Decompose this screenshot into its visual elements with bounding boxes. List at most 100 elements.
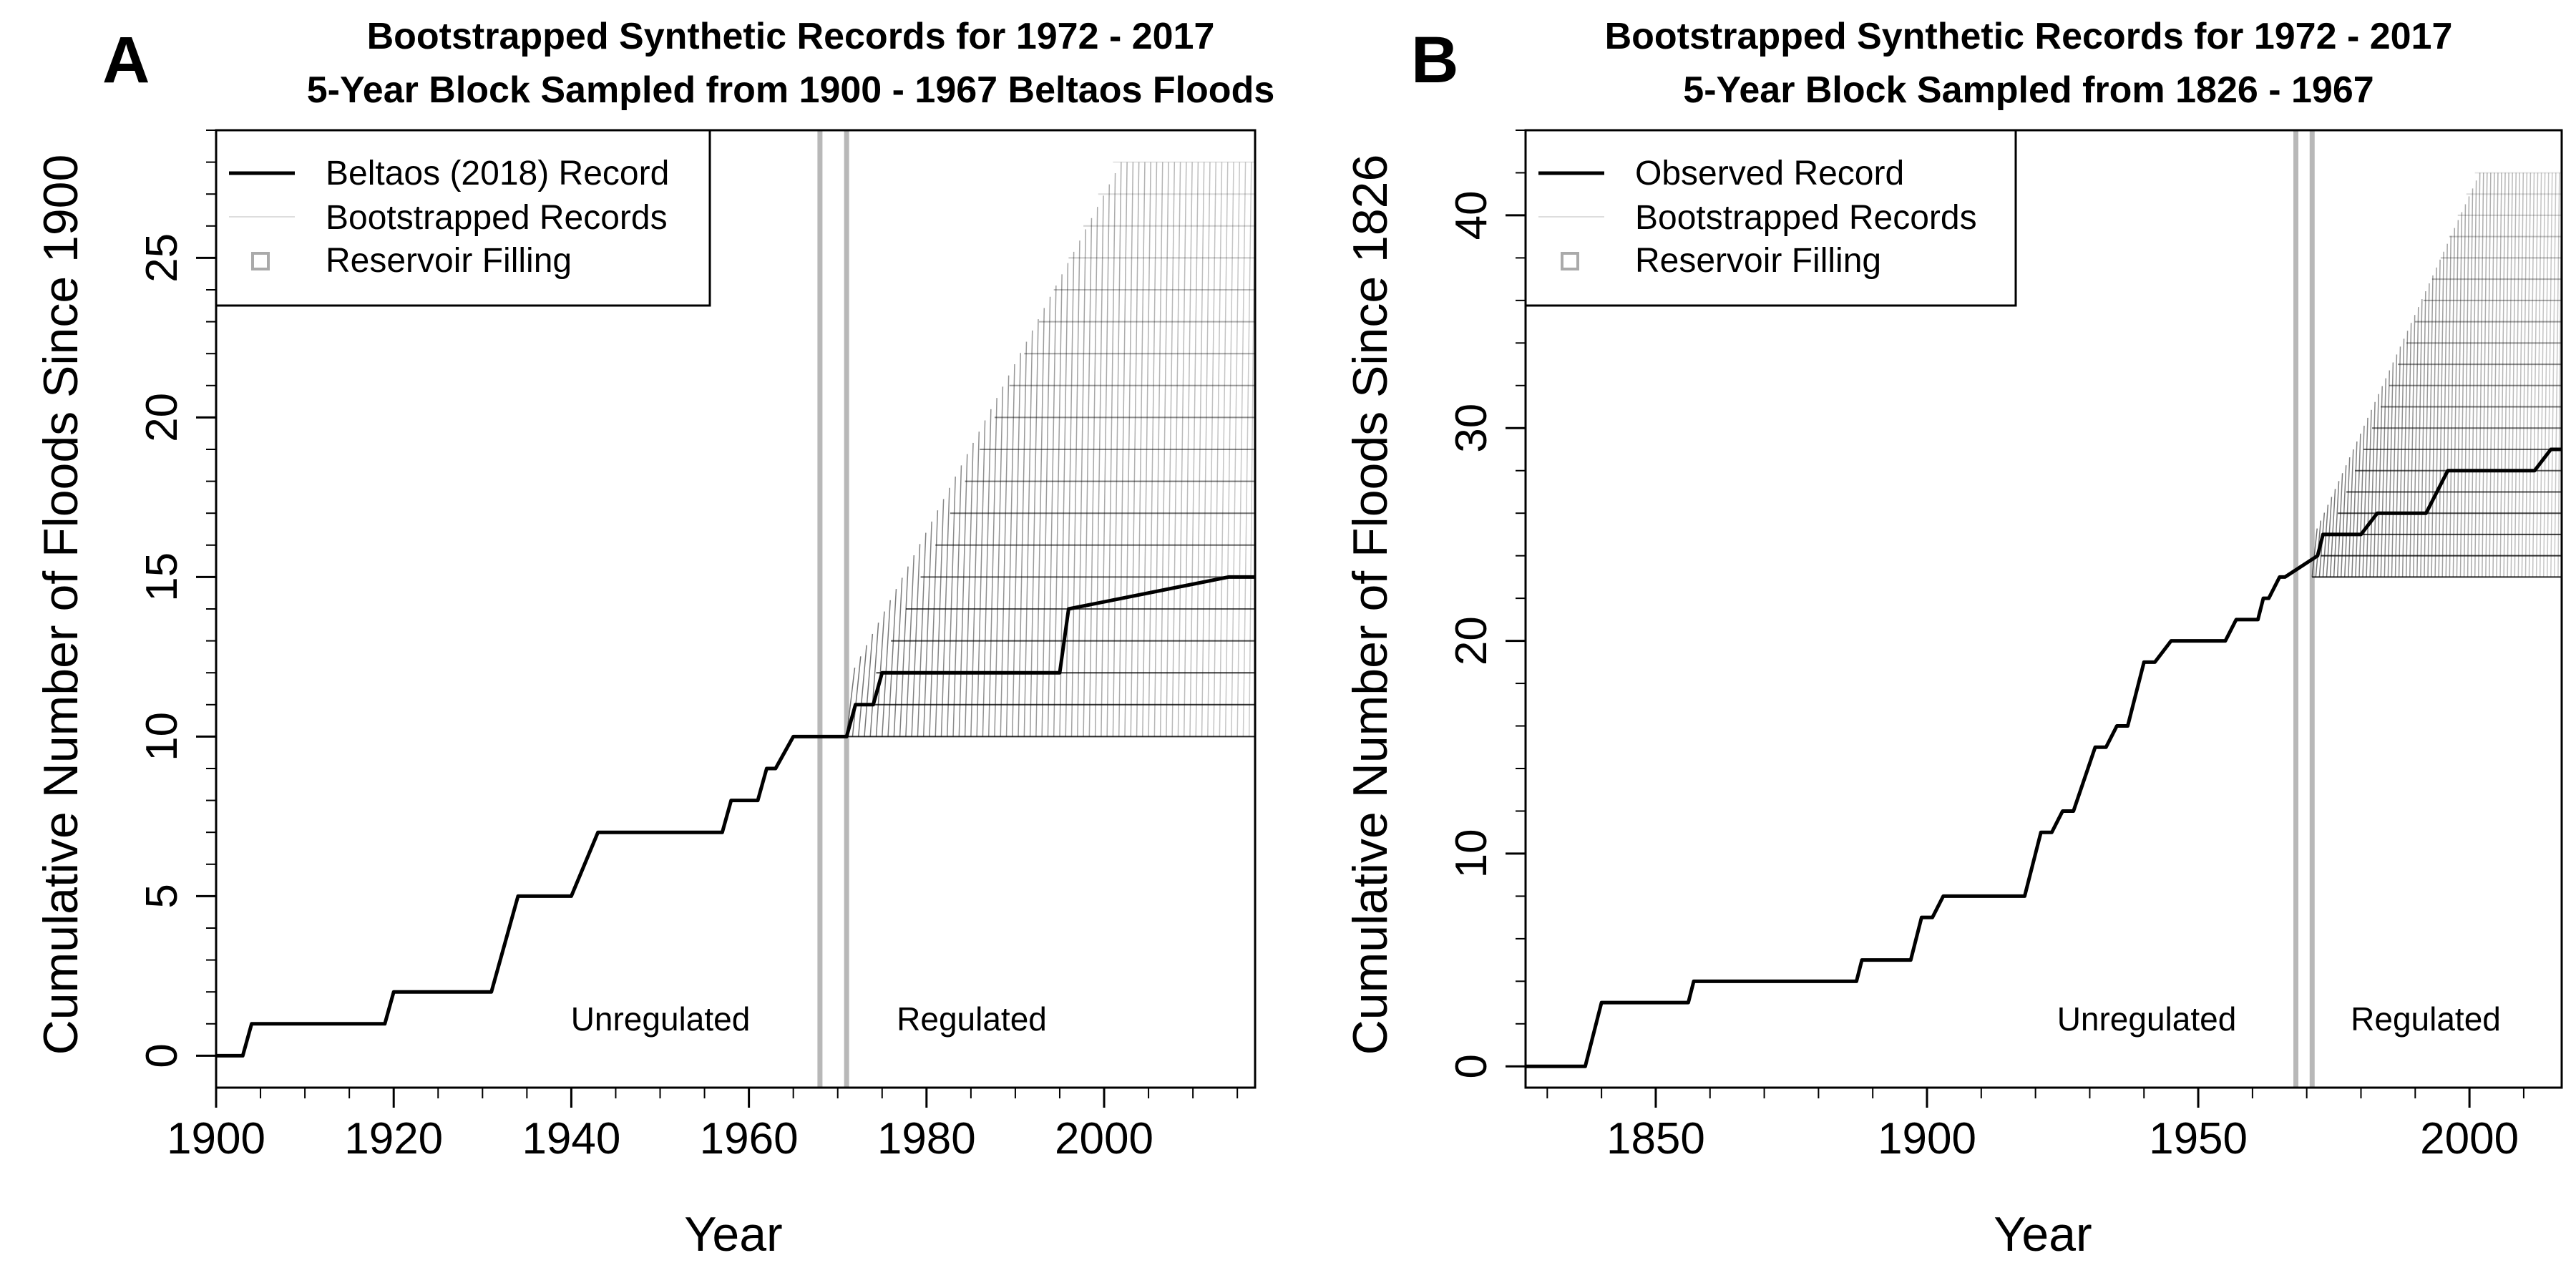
bootstrap-record-step (2391, 354, 2398, 577)
bootstrap-record-step (2394, 346, 2401, 577)
bootstrap-record-step (2474, 172, 2481, 577)
bootstrap-record-step (1242, 162, 1252, 737)
bootstrap-record-step (2311, 528, 2318, 577)
bootstrap-record-step (1130, 162, 1140, 737)
y-tick-label: 0 (137, 1043, 187, 1068)
y-axis: 0 10 20 30 40 (1447, 130, 1527, 1079)
bootstrap-record-step (852, 656, 862, 737)
bootstrap-record-step (2459, 204, 2467, 577)
panel-a: A Bootstrapped Synthetic Records for 197… (34, 16, 1274, 1262)
bootstrap-record-step (2503, 172, 2509, 577)
legend-bootstrap-label: Bootstrapped Records (326, 199, 668, 237)
bootstrap-record-step (2514, 172, 2521, 577)
legend-bootstrap-label: Bootstrapped Records (1635, 199, 1977, 237)
chart-title-line1: Bootstrapped Synthetic Records for 1972 … (367, 16, 1215, 57)
bootstrap-record-step (2333, 481, 2340, 577)
bootstrap-record-step (2355, 433, 2361, 577)
bootstrap-record-step (1070, 240, 1080, 737)
x-tick-label: 1950 (2149, 1114, 2248, 1163)
y-tick-label: 10 (1447, 829, 1496, 878)
bootstrap-record-step (864, 633, 874, 737)
x-tick-label: 1980 (877, 1114, 976, 1163)
bootstrap-record-step (2510, 172, 2517, 577)
bootstrap-record-step (2449, 228, 2456, 577)
bootstrap-record-step (1224, 162, 1234, 737)
bootstrap-record-step (2535, 172, 2542, 577)
bootstrap-record-step (2550, 172, 2557, 577)
plot-area: 1850 1900 1950 2000 0 10 20 30 40 (1447, 130, 2562, 1163)
bootstrap-record-step (2521, 172, 2528, 577)
x-tick-label: 1960 (700, 1114, 799, 1163)
bootstrap-record-step (2369, 401, 2376, 577)
x-tick-label: 1940 (522, 1114, 620, 1163)
bootstrap-record-step (2424, 283, 2430, 577)
y-tick-label: 25 (137, 233, 187, 283)
bootstrap-record-step (2398, 338, 2405, 577)
x-tick-label: 2000 (2420, 1114, 2519, 1163)
bootstrap-record-step (2326, 497, 2333, 577)
y-tick-label: 15 (137, 552, 187, 602)
bootstrap-record-step (929, 510, 939, 737)
bootstrap-record-step (2351, 441, 2358, 577)
chart-title-line2: 5-Year Block Sampled from 1900 - 1967 Be… (307, 69, 1275, 111)
plot-area: 1900 1920 1940 1960 1980 2000 0 5 10 15 20 25 (137, 130, 1256, 1163)
region-label-unregulated: Unregulated (2057, 1000, 2237, 1038)
bootstrap-records (846, 162, 1256, 737)
bootstrap-record-step (869, 623, 879, 737)
bootstrap-record-step (1142, 162, 1151, 737)
bootstrap-record-step (1106, 172, 1116, 737)
bootstrap-record-step (1047, 286, 1057, 737)
bootstrap-record-step (2499, 172, 2506, 577)
bootstrap-record-step (2485, 172, 2492, 577)
bootstrap-record-step (982, 409, 992, 737)
bootstrap-record-step (2362, 417, 2368, 577)
bootstrap-record-step (1000, 375, 1010, 737)
bootstrap-record-step (2322, 504, 2329, 577)
legend-record-label: Beltaos (2018) Record (326, 155, 669, 192)
bootstrap-record-step (1153, 162, 1163, 737)
bootstrap-record-step (2542, 172, 2550, 577)
bootstrap-record-step (1088, 207, 1098, 737)
bootstrap-record-step (899, 566, 909, 737)
region-label-regulated: Regulated (897, 1000, 1047, 1038)
bootstrap-record-step (2532, 172, 2539, 577)
legend-box (215, 129, 711, 307)
bootstrap-record-step (1077, 229, 1086, 737)
bootstrap-record-step (958, 454, 968, 737)
bootstrap-record-step (2441, 243, 2448, 577)
bootstrap-record-step (1195, 162, 1205, 737)
bootstrap-record-step (2507, 172, 2513, 577)
bootstrap-record-step (1136, 162, 1146, 737)
bootstrap-record-step (1018, 341, 1028, 737)
bootstrap-record-step (1065, 251, 1075, 737)
bootstrap-record-step (2336, 473, 2343, 577)
bootstrap-record-step (2420, 291, 2426, 577)
bootstrap-record-step (940, 487, 950, 737)
bootstrap-record-step (2387, 362, 2394, 577)
bootstrap-record-step (1171, 162, 1181, 737)
bootstrap-record-step (994, 386, 1004, 737)
bootstrap-record-step (2470, 180, 2477, 577)
bootstrap-record-step (2434, 259, 2441, 577)
legend: Beltaos (2018) Record Bootstrapped Recor… (215, 129, 711, 307)
x-tick-label: 1900 (167, 1114, 265, 1163)
bootstrap-record-step (2482, 172, 2488, 577)
x-axis: 1900 1920 1940 1960 1980 2000 (167, 1086, 1239, 1163)
bootstrap-record-step (2416, 299, 2423, 577)
bootstrap-record-step (905, 555, 915, 737)
bootstrap-record-step (1035, 308, 1045, 737)
bootstrap-record-step (2348, 449, 2354, 577)
x-tick-label: 1850 (1606, 1114, 1705, 1163)
bootstrap-record-step (2539, 172, 2546, 577)
bootstrap-record-step (964, 442, 974, 737)
bootstrap-record-step (2445, 235, 2451, 577)
bootstrap-record-step (1023, 330, 1033, 737)
x-axis: 1850 1900 1950 2000 (1546, 1086, 2524, 1163)
bootstrap-record-step (1183, 162, 1193, 737)
legend-record-label: Observed Record (1635, 155, 1904, 192)
bootstrap-record-step (952, 465, 962, 737)
bootstrap-record-step (1118, 162, 1128, 737)
y-tick-label: 40 (1447, 190, 1496, 240)
bootstrap-record-step (1177, 162, 1187, 737)
bootstrap-record-step (2547, 172, 2553, 577)
